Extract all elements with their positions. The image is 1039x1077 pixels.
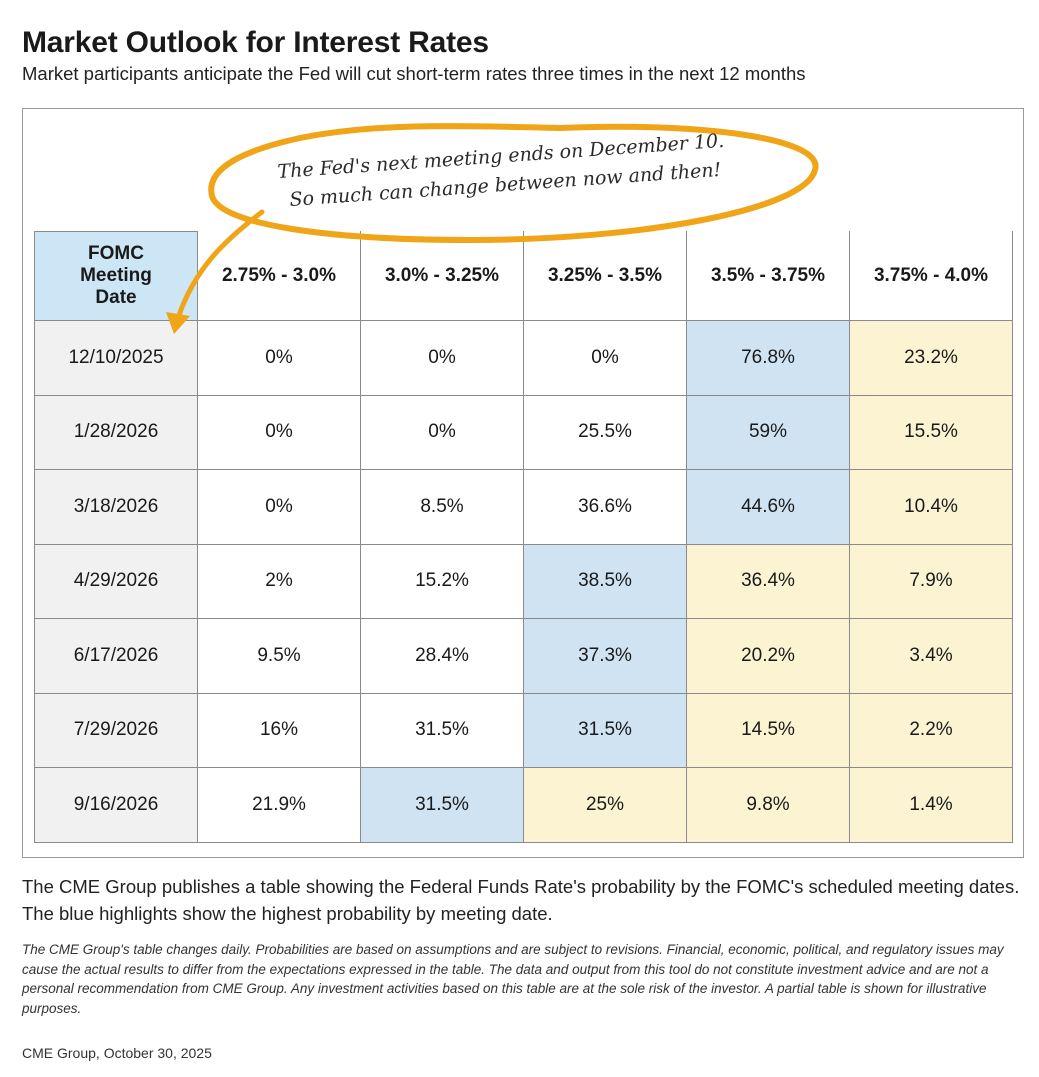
- disclaimer: The CME Group's table changes daily. Pro…: [22, 942, 1004, 1016]
- meeting-date-cell: 12/10/2025: [34, 320, 198, 396]
- probability-cell: 25.5%: [523, 394, 687, 470]
- probability-cell: 20.2%: [686, 618, 850, 694]
- probability-cell: 23.2%: [849, 320, 1013, 396]
- column-header: 3.25% - 3.5%: [523, 231, 687, 321]
- probability-cell: 38.5%: [523, 543, 687, 619]
- meeting-date-cell: 6/17/2026: [34, 618, 198, 694]
- page-title: Market Outlook for Interest Rates: [22, 26, 489, 59]
- row-header-line: Date: [95, 287, 137, 308]
- probability-cell: 25%: [523, 767, 687, 843]
- probability-cell: 31.5%: [360, 692, 524, 768]
- table-row: 12/10/2025 0% 0% 0% 76.8% 23.2%: [34, 320, 1013, 396]
- meeting-date-cell: 7/29/2026: [34, 692, 198, 768]
- probability-cell: 8.5%: [360, 469, 524, 545]
- probability-cell: 0%: [360, 320, 524, 396]
- probability-cell: 31.5%: [360, 767, 524, 843]
- probability-cell: 7.9%: [849, 543, 1013, 619]
- probability-cell: 59%: [686, 394, 850, 470]
- meeting-date-cell: 4/29/2026: [34, 543, 198, 619]
- rate-probability-table: FOMC Meeting Date 2.75% - 3.0% 3.0% - 3.…: [34, 231, 1013, 843]
- source-credit: CME Group, October 30, 2025: [22, 1045, 212, 1061]
- table-description: The CME Group publishes a table showing …: [22, 876, 1020, 924]
- probability-cell: 36.6%: [523, 469, 687, 545]
- column-header: 3.75% - 4.0%: [849, 231, 1013, 321]
- row-header-line: FOMC: [88, 243, 144, 264]
- table-row: 4/29/2026 2% 15.2% 38.5% 36.4% 7.9%: [34, 543, 1013, 619]
- probability-cell: 21.9%: [197, 767, 361, 843]
- probability-cell: 0%: [197, 469, 361, 545]
- probability-cell: 16%: [197, 692, 361, 768]
- probability-cell: 0%: [197, 394, 361, 470]
- probability-cell: 0%: [197, 320, 361, 396]
- row-header-cell: FOMC Meeting Date: [34, 231, 198, 321]
- probability-cell: 0%: [523, 320, 687, 396]
- probability-cell: 15.5%: [849, 394, 1013, 470]
- column-header: 3.0% - 3.25%: [360, 231, 524, 321]
- probability-cell: 9.8%: [686, 767, 850, 843]
- probability-cell: 10.4%: [849, 469, 1013, 545]
- meeting-date-cell: 3/18/2026: [34, 469, 198, 545]
- probability-cell: 37.3%: [523, 618, 687, 694]
- table-row: 7/29/2026 16% 31.5% 31.5% 14.5% 2.2%: [34, 692, 1013, 768]
- table-row: 9/16/2026 21.9% 31.5% 25% 9.8% 1.4%: [34, 767, 1013, 843]
- probability-cell: 2%: [197, 543, 361, 619]
- probability-cell: 44.6%: [686, 469, 850, 545]
- meeting-date-cell: 1/28/2026: [34, 394, 198, 470]
- probability-cell: 0%: [360, 394, 524, 470]
- probability-cell: 31.5%: [523, 692, 687, 768]
- table-frame: [22, 108, 1024, 858]
- probability-cell: 28.4%: [360, 618, 524, 694]
- column-header: 2.75% - 3.0%: [197, 231, 361, 321]
- probability-cell: 15.2%: [360, 543, 524, 619]
- probability-cell: 1.4%: [849, 767, 1013, 843]
- table-row: 6/17/2026 9.5% 28.4% 37.3% 20.2% 3.4%: [34, 618, 1013, 694]
- row-header-line: Meeting: [80, 265, 152, 286]
- table-row: 3/18/2026 0% 8.5% 36.6% 44.6% 10.4%: [34, 469, 1013, 545]
- column-header: 3.5% - 3.75%: [686, 231, 850, 321]
- page-subtitle: Market participants anticipate the Fed w…: [22, 63, 806, 84]
- meeting-date-cell: 9/16/2026: [34, 767, 198, 843]
- probability-cell: 76.8%: [686, 320, 850, 396]
- probability-cell: 14.5%: [686, 692, 850, 768]
- table-row: 1/28/2026 0% 0% 25.5% 59% 15.5%: [34, 394, 1013, 470]
- probability-cell: 9.5%: [197, 618, 361, 694]
- probability-cell: 2.2%: [849, 692, 1013, 768]
- probability-cell: 3.4%: [849, 618, 1013, 694]
- probability-cell: 36.4%: [686, 543, 850, 619]
- table-body: 12/10/2025 0% 0% 0% 76.8% 23.2% 1/28/2026 0% 0% 2…: [34, 320, 1013, 843]
